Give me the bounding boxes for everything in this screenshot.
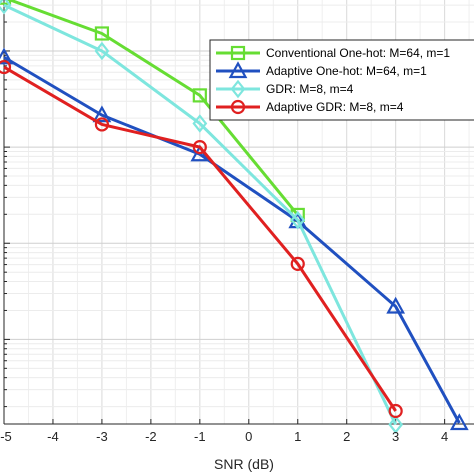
x-tick-label: 4 bbox=[441, 429, 448, 444]
data-point-diamond bbox=[388, 415, 404, 434]
series-4 bbox=[0, 59, 403, 419]
data-point-square bbox=[94, 26, 110, 41]
x-tick-label: -2 bbox=[145, 429, 157, 444]
data-point-diamond bbox=[94, 41, 110, 61]
x-tick-label: 2 bbox=[343, 429, 350, 444]
grid bbox=[3, 0, 474, 424]
legend-entry: Adaptive One-hot: M=64, m=1 bbox=[216, 61, 427, 79]
series-line bbox=[3, 55, 461, 424]
legend-label: GDR: M=8, m=4 bbox=[266, 82, 354, 96]
x-tick-label: -4 bbox=[47, 429, 59, 444]
data-point-square bbox=[192, 88, 207, 103]
x-tick-label: 0 bbox=[245, 429, 252, 444]
legend-label: Adaptive One-hot: M=64, m=1 bbox=[266, 64, 427, 78]
data-point-circle bbox=[0, 59, 12, 75]
data-point-square bbox=[0, 0, 12, 5]
series-line bbox=[3, 3, 398, 426]
data-point-triangle bbox=[92, 105, 112, 123]
x-tick-label: -3 bbox=[96, 429, 108, 444]
data-point-circle bbox=[192, 140, 207, 155]
x-tick-label: 1 bbox=[294, 429, 301, 444]
legend-entry: GDR: M=8, m=4 bbox=[216, 79, 354, 99]
data-point-square bbox=[230, 45, 246, 61]
x-tick-labels: -5 -4 -3 -2 -1 0 1 2 3 4 bbox=[0, 429, 448, 444]
data-point-triangle bbox=[449, 413, 469, 431]
series-line bbox=[3, 65, 397, 412]
series-group bbox=[0, 0, 469, 434]
data-point-diamond bbox=[0, 0, 12, 15]
data-point-triangle bbox=[0, 47, 14, 65]
x-tick-label: 3 bbox=[392, 429, 399, 444]
legend: Conventional One-hot: M=64, m=1 Adaptive … bbox=[209, 39, 474, 121]
legend-entry: Adaptive GDR: M=8, m=4 bbox=[216, 99, 404, 115]
data-point-diamond bbox=[290, 210, 306, 230]
data-point-circle bbox=[94, 117, 110, 132]
data-point-circle bbox=[290, 256, 305, 271]
x-tick-label: -1 bbox=[194, 429, 206, 444]
data-point-circle bbox=[388, 403, 403, 419]
series-3 bbox=[0, 0, 404, 434]
legend-label: Conventional One-hot: M=64, m=1 bbox=[266, 46, 450, 60]
series-2 bbox=[0, 47, 469, 431]
data-point-triangle bbox=[386, 296, 406, 314]
x-axis-title: SNR (dB) bbox=[214, 456, 274, 472]
data-point-diamond bbox=[192, 114, 208, 133]
x-tick-label: -5 bbox=[0, 429, 12, 444]
data-point-triangle bbox=[228, 61, 248, 79]
data-point-diamond bbox=[230, 79, 246, 99]
legend-label: Adaptive GDR: M=8, m=4 bbox=[266, 100, 404, 114]
data-point-circle bbox=[230, 99, 246, 115]
series-line bbox=[5, 0, 299, 216]
legend-entry: Conventional One-hot: M=64, m=1 bbox=[216, 45, 450, 61]
